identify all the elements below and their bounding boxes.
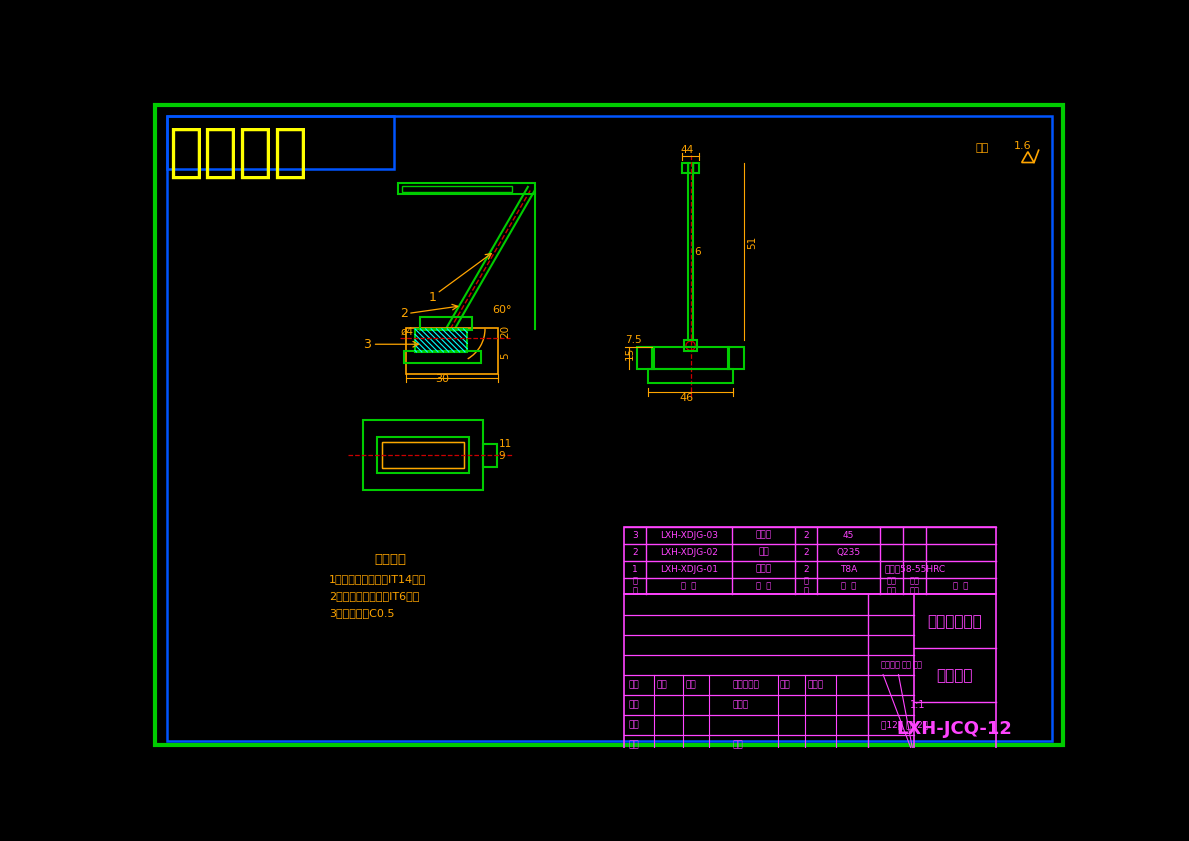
Text: 热处理58-55HRC: 热处理58-55HRC (885, 564, 945, 574)
Bar (382, 442, 464, 468)
Text: 备  注: 备 注 (954, 581, 969, 590)
Text: 2、成型部位公差按IT6执行: 2、成型部位公差按IT6执行 (328, 591, 419, 601)
Text: 15: 15 (625, 346, 635, 360)
Text: 2: 2 (804, 547, 809, 557)
Bar (624, 595, 995, 756)
Bar (405, 328, 498, 374)
Bar (483, 443, 497, 467)
Bar (398, 183, 535, 194)
Text: 设计: 设计 (628, 700, 638, 709)
Text: 共12张 第12张: 共12张 第12张 (881, 720, 929, 729)
Text: 技术要求: 技术要求 (375, 553, 407, 566)
Bar (364, 420, 483, 489)
Text: 名  称: 名 称 (756, 581, 772, 590)
Text: 3: 3 (633, 531, 638, 540)
Text: 滑块座: 滑块座 (756, 531, 772, 540)
Text: 序
号: 序 号 (633, 576, 637, 595)
Text: 比例: 比例 (913, 660, 923, 669)
Bar (415, 329, 467, 352)
Text: 年月日: 年月日 (807, 680, 824, 689)
Bar (636, 347, 654, 369)
Text: 45: 45 (843, 531, 854, 540)
Text: 重量: 重量 (901, 660, 911, 669)
Text: 标准化: 标准化 (732, 700, 748, 709)
Text: 46: 46 (680, 394, 694, 403)
Bar (420, 316, 472, 330)
Bar (624, 526, 995, 595)
Bar (648, 369, 732, 383)
Text: Q235: Q235 (836, 547, 861, 557)
Text: LXH-XDJG-02: LXH-XDJG-02 (660, 547, 718, 557)
Text: 分区: 分区 (686, 680, 697, 689)
Bar (652, 347, 729, 369)
Text: 6: 6 (694, 247, 702, 257)
Text: 3、未注倒角C0.5: 3、未注倒角C0.5 (328, 608, 395, 618)
Text: 1:1: 1:1 (910, 700, 925, 710)
Text: 转销: 转销 (759, 547, 769, 557)
Text: 11: 11 (499, 439, 512, 449)
Text: 代  号: 代 号 (681, 581, 697, 590)
Text: 44: 44 (681, 145, 694, 156)
Text: 材  料: 材 料 (841, 581, 856, 590)
Text: 签名: 签名 (780, 680, 791, 689)
Bar (166, 116, 394, 169)
Bar (377, 437, 468, 473)
Bar (682, 162, 699, 173)
Bar (382, 442, 464, 468)
Text: ø4: ø4 (401, 327, 414, 337)
Bar (402, 186, 512, 192)
Text: 1: 1 (429, 291, 438, 304)
Text: 2: 2 (401, 307, 408, 320)
Text: 2: 2 (804, 564, 809, 574)
Text: 7.5: 7.5 (625, 336, 642, 346)
Text: 30: 30 (435, 374, 449, 384)
Text: 5: 5 (501, 352, 510, 359)
Text: 斜滑块: 斜滑块 (756, 564, 772, 574)
Text: LXH-JCQ-12: LXH-JCQ-12 (897, 720, 1013, 738)
Text: 斜顶机构: 斜顶机构 (169, 124, 308, 181)
Text: 江西农业大学: 江西农业大学 (927, 614, 982, 629)
Text: 审核: 审核 (628, 720, 638, 729)
Text: 工艺: 工艺 (628, 740, 638, 749)
Text: T8A: T8A (839, 564, 857, 574)
Text: 3: 3 (364, 338, 371, 351)
Text: 2: 2 (633, 547, 638, 557)
Text: 标记: 标记 (628, 680, 638, 689)
Text: 20: 20 (501, 325, 510, 338)
Text: 斜顶机构: 斜顶机构 (937, 668, 973, 683)
Text: 阶段标记: 阶段标记 (881, 660, 901, 669)
Text: 9: 9 (499, 451, 505, 461)
Text: 2: 2 (804, 531, 809, 540)
Text: 更改文件号: 更改文件号 (732, 680, 759, 689)
Text: 批准: 批准 (732, 740, 743, 749)
Text: 数
量: 数 量 (804, 576, 809, 595)
Text: LXH-XDJG-01: LXH-XDJG-01 (660, 564, 718, 574)
Text: 总计
重量: 总计 重量 (910, 576, 919, 595)
Text: 60°: 60° (492, 305, 512, 315)
Text: LXH-XDJG-03: LXH-XDJG-03 (660, 531, 718, 540)
Bar (404, 352, 482, 362)
Bar (685, 340, 697, 352)
Text: 单件
重量: 单件 重量 (887, 576, 897, 595)
Text: 1.6: 1.6 (1014, 140, 1032, 151)
Text: 1、未注尺寸公差按IT14执行: 1、未注尺寸公差按IT14执行 (328, 574, 426, 584)
Bar (728, 347, 744, 369)
Text: 51: 51 (747, 236, 757, 249)
Text: 全部: 全部 (975, 143, 989, 153)
Text: 处数: 处数 (656, 680, 667, 689)
Text: 1: 1 (633, 564, 638, 574)
